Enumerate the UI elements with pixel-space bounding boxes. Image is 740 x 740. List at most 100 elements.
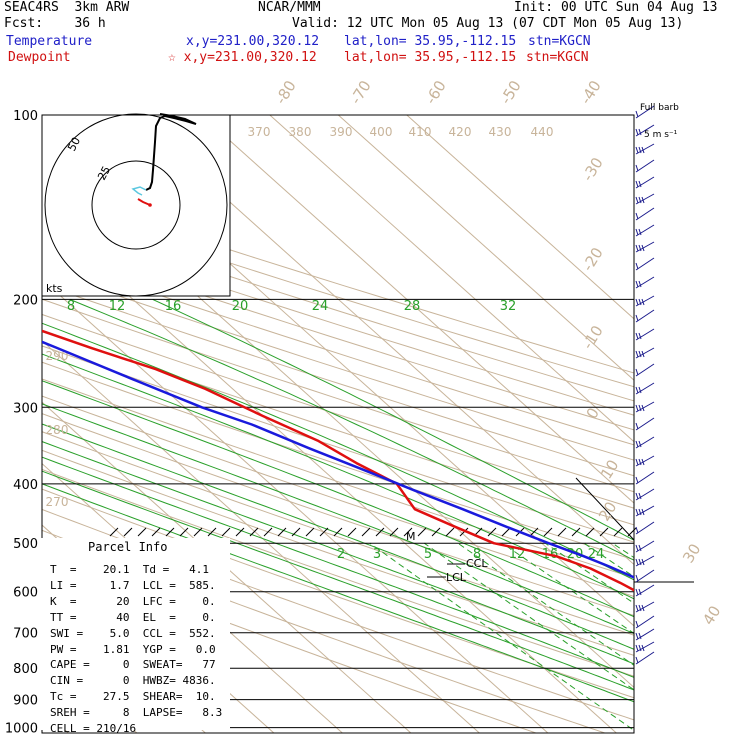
pressure-tick-label: 800 [13, 662, 38, 677]
wind-barb-flag [635, 558, 639, 566]
hatch-mark [557, 527, 567, 537]
hodograph-trace-surface [137, 198, 151, 206]
moist-adiabat [42, 380, 634, 618]
moist-adiabat [42, 456, 634, 678]
dry-adiabat [42, 227, 634, 416]
hatch-mark [109, 527, 119, 537]
wind-barb-shaft [635, 328, 655, 341]
isotherm [0, 87, 8, 740]
wind-barb-flag [638, 244, 642, 252]
dry-adiabat [42, 413, 634, 617]
wind-barb [635, 401, 655, 413]
hatch-mark [445, 527, 455, 537]
hatch-mark [389, 527, 399, 537]
hatch-mark [221, 527, 231, 537]
moist-adiabat [42, 353, 634, 600]
init-time: Init: 00 UTC Sun 04 Aug 13 [514, 0, 718, 15]
wind-barb [635, 417, 655, 431]
wind-barb-shaft [635, 651, 655, 665]
dry-adiabat [42, 508, 634, 721]
hatch-mark [193, 527, 203, 537]
hatch-mark [571, 527, 581, 537]
moist-adiabat [42, 322, 634, 581]
wind-barb-flag [641, 508, 645, 516]
wind-barb-flag [641, 404, 645, 412]
mixing-ratio-line [457, 542, 634, 666]
wind-barb-flag [635, 128, 639, 136]
parcel-info-row: CELL = 210/16 [50, 722, 137, 736]
hatch-mark [347, 527, 357, 537]
moist-adiabat [42, 470, 634, 691]
wind-barb-shaft [635, 417, 655, 431]
dewpoint-xy: ☆ x,y=231.00,320.12 [168, 50, 317, 65]
wind-barb-shaft [635, 521, 655, 535]
wind-barb-flag [641, 350, 645, 358]
wind-barb-flag [635, 298, 639, 306]
wind-barb-flag [638, 386, 642, 394]
wind-barb-shaft [635, 276, 655, 289]
isotherm-label: -50 [497, 77, 525, 107]
pressure-tick-label: 1000 [5, 722, 38, 737]
moist-adiabat [42, 441, 634, 665]
model-name: SEAC4RS 3km ARW [4, 0, 130, 15]
wind-barb-flag [635, 440, 639, 448]
hatch-mark [529, 527, 539, 537]
hatch-mark [613, 527, 623, 537]
wind-barb-shaft [635, 363, 655, 377]
wind-barb-flag [635, 314, 639, 322]
wind-barb-flag [638, 492, 642, 500]
hatch-mark [361, 527, 371, 537]
wind-barb [635, 628, 655, 641]
wind-barb [635, 471, 655, 485]
wind-barb-flag [635, 110, 639, 118]
wind-barb [635, 569, 655, 583]
wetbulb-label: 28 [404, 299, 421, 314]
isotherm [269, 115, 634, 443]
wind-barb [635, 615, 655, 629]
dry-adiabat [42, 361, 634, 561]
mixing-ratio-line [612, 542, 634, 559]
temperature-legend-label: Temperature [6, 34, 93, 49]
theta-label: 370 [248, 125, 271, 139]
theta-label: 380 [289, 125, 312, 139]
wind-barb [635, 224, 655, 237]
hatch-mark [319, 527, 329, 537]
parcel-info-panel: Parcel Info T = 20.1 Td = 4.1 LI = 1.7 LC… [40, 538, 230, 735]
wind-barb-flag [635, 422, 639, 430]
isotherm-label: -70 [347, 77, 375, 107]
hatch-mark [151, 527, 161, 537]
valid-time: Valid: 12 UTC Mon 05 Aug 13 (07 CDT Mon … [292, 16, 684, 31]
wind-barb-flag [635, 386, 639, 394]
wind-barb-flag [635, 332, 639, 340]
hatch-mark [291, 527, 301, 537]
hatch-mark [459, 527, 469, 537]
level-marker-m: M [406, 530, 416, 543]
wind-barb-flag [635, 180, 639, 188]
theta-label: 430 [489, 125, 512, 139]
wind-barb [635, 363, 655, 377]
mixing-ratio-label: 12 [509, 547, 526, 562]
mixing-ratio-label: 3 [373, 547, 381, 562]
wind-barb-shaft [635, 505, 655, 517]
hatch-mark [487, 527, 497, 537]
moist-adiabat [42, 423, 634, 650]
wind-barb [635, 159, 655, 173]
wind-barb-flag [638, 298, 642, 306]
wind-barb-flag [638, 644, 642, 652]
parcel-info-row: Tc = 27.5 SHEAR= 10. [50, 690, 216, 704]
wind-barb-flag [641, 244, 645, 252]
parcel-info-rows: T = 20.1 Td = 4.1 LI = 1.7 LCL = 585. K = … [50, 562, 222, 737]
dry-adiabat [42, 269, 634, 461]
wetbulb-label: 12 [109, 299, 126, 314]
wind-barb-flag [638, 146, 642, 154]
wind-barb-flag [635, 196, 639, 204]
dry-adiabat [42, 298, 634, 493]
temperature-station: stn=KGCN [528, 34, 591, 49]
wind-barb [635, 641, 655, 653]
parcel-info-row: CAPE = 0 SWEAT= 77 [50, 658, 216, 672]
isotherm [42, 278, 549, 733]
wind-barb [635, 436, 655, 449]
barb-legend: Full barb 5 m s⁻¹ [640, 86, 679, 149]
dewpoint-legend-label: Dewpoint [8, 50, 71, 65]
